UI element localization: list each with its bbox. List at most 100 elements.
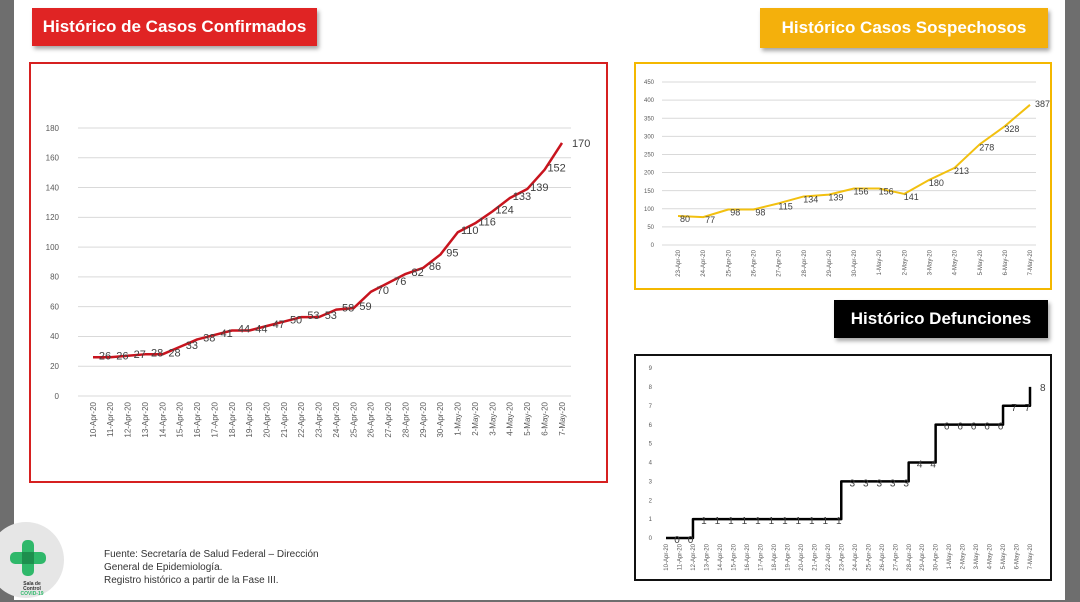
data-label: 141 <box>904 192 919 202</box>
data-label: 98 <box>755 208 765 218</box>
data-label: 1 <box>728 516 734 527</box>
data-label: 3 <box>863 478 869 489</box>
y-tick-label: 1 <box>649 517 653 523</box>
x-tick-label: 3-May-20 <box>488 401 497 435</box>
y-tick-label: 0 <box>651 243 655 249</box>
confirmados-chart-panel: 0 20 40 60 80 100 120 140 160 180 26 26 27 28 28 33 38 41… <box>29 62 608 483</box>
x-tick-label: 5-May-20 <box>1001 543 1007 569</box>
x-tick-label: 17-Apr-20 <box>210 401 219 437</box>
y-tick-label: 100 <box>644 207 655 213</box>
data-label: 139 <box>530 182 548 194</box>
x-tick-label: 13-Apr-20 <box>141 401 150 437</box>
x-tick-label: 5-May-20 <box>978 249 984 275</box>
source-line-3: Registro histórico a partir de la Fase I… <box>104 575 279 586</box>
data-label: 134 <box>803 194 818 204</box>
data-label: 76 <box>394 276 406 288</box>
data-label: 170 <box>572 138 590 150</box>
data-label: 1 <box>836 516 842 527</box>
data-label: 80 <box>680 214 690 224</box>
x-tick-label: 16-Apr-20 <box>193 401 202 437</box>
data-label: 328 <box>1004 124 1019 134</box>
defunciones-title: Histórico Defunciones <box>834 300 1048 338</box>
x-tick-label: 4-May-20 <box>953 249 959 275</box>
data-label: 86 <box>429 261 441 273</box>
data-label: 1 <box>755 516 761 527</box>
x-tick-label: 6-May-20 <box>1003 249 1009 275</box>
source-note: Fuente: Secretaría de Salud Federal – Di… <box>104 548 319 587</box>
x-tick-label: 11-Apr-20 <box>106 401 115 437</box>
x-tick-label: 18-Apr-20 <box>772 543 778 570</box>
series-line <box>666 386 1032 540</box>
x-tick-label: 6-May-20 <box>540 401 549 435</box>
data-label: 1 <box>715 516 721 527</box>
x-tick-label: 12-Apr-20 <box>691 543 697 570</box>
x-tick-label: 16-Apr-20 <box>745 543 751 570</box>
y-tick-label: 50 <box>647 225 654 231</box>
x-tick-label: 26-Apr-20 <box>880 543 886 570</box>
data-label: 26 <box>99 350 111 362</box>
x-tick-label: 28-Apr-20 <box>907 543 913 570</box>
y-tick-label: 0 <box>649 536 653 542</box>
x-tick-label: 15-Apr-20 <box>732 543 738 570</box>
logo-text: Sala de Control COVID-19 <box>14 582 50 597</box>
y-tick-label: 5 <box>649 442 653 448</box>
data-label: 1 <box>796 516 802 527</box>
y-tick-label: 100 <box>46 243 60 252</box>
data-label: 7 <box>1011 403 1017 414</box>
x-tick-label: 7-May-20 <box>1028 543 1034 569</box>
y-tick-label: 180 <box>46 124 60 133</box>
data-label: 27 <box>134 349 146 361</box>
y-tick-label: 120 <box>46 213 60 222</box>
x-tick-label: 26-Apr-20 <box>752 249 758 276</box>
x-tick-label: 2-May-20 <box>902 249 908 275</box>
y-tick-label: 250 <box>644 153 655 159</box>
x-tick-label: 21-Apr-20 <box>280 401 289 437</box>
x-tick-label: 26-Apr-20 <box>367 401 376 437</box>
logo-line-3: COVID-19 <box>20 591 44 597</box>
y-tick-label: 7 <box>649 404 653 410</box>
x-tick-label: 25-Apr-20 <box>349 401 358 437</box>
data-label: 82 <box>412 267 424 279</box>
y-tick-label: 350 <box>644 116 655 122</box>
series-line <box>93 142 564 359</box>
sospechosos-title: Histórico Casos Sospechosos <box>760 8 1048 48</box>
sala-control-logo-icon <box>0 522 64 598</box>
x-tick-label: 21-Apr-20 <box>812 543 818 570</box>
x-tick-label: 30-Apr-20 <box>436 401 445 437</box>
y-tick-label: 80 <box>50 273 59 282</box>
data-label: 59 <box>359 301 371 313</box>
x-tick-label: 14-Apr-20 <box>718 543 724 570</box>
x-tick-label: 28-Apr-20 <box>401 401 410 437</box>
x-tick-label: 12-Apr-20 <box>124 401 133 437</box>
data-label: 44 <box>238 323 250 335</box>
series-line <box>677 104 1031 219</box>
data-label: 156 <box>853 186 868 196</box>
x-tick-label: 30-Apr-20 <box>852 249 858 276</box>
x-tick-label: 27-Apr-20 <box>777 249 783 276</box>
y-tick-label: 20 <box>50 362 59 371</box>
confirmados-title: Histórico de Casos Confirmados <box>32 8 317 46</box>
data-label: 3 <box>903 478 909 489</box>
data-label: 6 <box>944 422 950 433</box>
x-tick-label: 27-Apr-20 <box>893 543 899 570</box>
data-label: 3 <box>876 478 882 489</box>
data-label: 110 <box>461 225 479 237</box>
data-label: 116 <box>478 216 496 228</box>
x-tick-label: 29-Apr-20 <box>419 401 428 437</box>
x-tick-label: 25-Apr-20 <box>866 543 872 570</box>
data-label: 213 <box>954 166 969 176</box>
x-tick-label: 29-Apr-20 <box>920 543 926 570</box>
y-tick-label: 3 <box>649 479 653 485</box>
data-label: 8 <box>1040 383 1046 394</box>
x-tick-label: 18-Apr-20 <box>228 401 237 437</box>
y-tick-label: 2 <box>649 498 653 504</box>
data-label: 0 <box>674 535 680 546</box>
data-label: 50 <box>290 315 302 327</box>
data-label: 1 <box>782 516 788 527</box>
data-label: 3 <box>849 478 855 489</box>
x-tick-label: 24-Apr-20 <box>332 401 341 437</box>
x-tick-label: 30-Apr-20 <box>934 543 940 570</box>
x-tick-label: 22-Apr-20 <box>297 401 306 437</box>
data-label: 47 <box>273 319 285 331</box>
